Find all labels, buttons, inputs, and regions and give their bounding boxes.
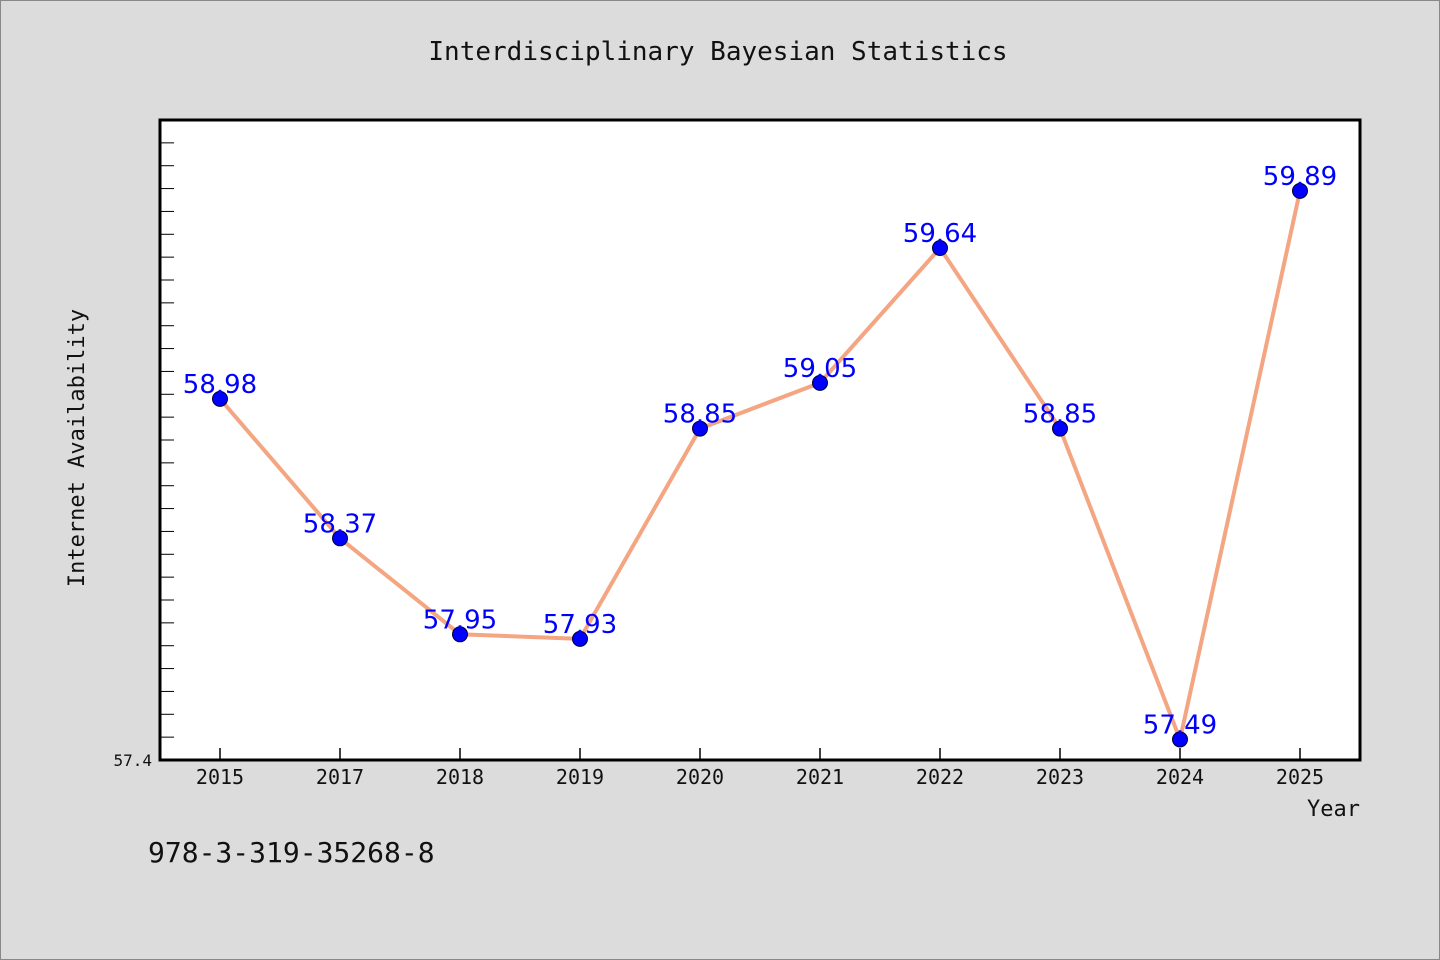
data-point	[332, 530, 348, 547]
x-tick-label: 2025	[1276, 765, 1324, 789]
x-tick-label: 2024	[1156, 765, 1204, 789]
data-label: 58.98	[183, 370, 257, 400]
x-tick-label: 2021	[796, 765, 844, 789]
data-label: 59.64	[903, 219, 977, 249]
x-tick-label: 2023	[1036, 765, 1084, 789]
isbn-text: 978-3-319-35268-8	[148, 836, 435, 869]
x-tick-label: 2019	[556, 765, 604, 789]
data-point	[1292, 182, 1308, 199]
data-label: 59.89	[1263, 162, 1337, 192]
data-point	[932, 240, 948, 256]
data-point	[692, 420, 708, 437]
y-axis-ticks	[160, 142, 174, 761]
data-label: 59.05	[783, 354, 857, 384]
data-point	[452, 626, 468, 643]
data-labels-group: 58.98 58.37 57.95 57.93 58.85 59.05 59.64 58.85…	[183, 162, 1337, 741]
x-tick-label: 2020	[676, 765, 724, 789]
series-points-group	[212, 182, 1308, 748]
chart-title: Interdisciplinary Bayesian Statistics	[428, 37, 1007, 67]
data-point	[812, 374, 828, 391]
x-axis-ticks: 2015 2017 2018 2019 2020 2021 2022 2023 2024 2025	[196, 748, 1324, 789]
data-point	[572, 630, 588, 647]
y-axis-min-label: 57.4	[113, 751, 152, 770]
x-axis-label: Year	[1307, 797, 1360, 822]
plot-area	[158, 118, 1362, 762]
y-axis-label: Internet Availability	[65, 309, 90, 587]
data-label: 57.95	[423, 605, 497, 635]
data-label: 58.85	[663, 400, 737, 430]
x-tick-label: 2015	[196, 765, 244, 789]
x-tick-label: 2017	[316, 765, 364, 789]
data-label: 58.37	[303, 509, 377, 539]
data-label: 57.49	[1143, 710, 1217, 740]
x-tick-label: 2018	[436, 765, 484, 789]
series-line	[218, 190, 1302, 742]
data-label: 58.85	[1023, 400, 1097, 430]
series-line-group	[218, 190, 1302, 742]
x-tick-label: 2022	[916, 765, 964, 789]
data-point	[1172, 731, 1188, 748]
data-label: 57.93	[543, 610, 617, 640]
data-point	[212, 390, 228, 407]
data-point	[1052, 420, 1068, 437]
